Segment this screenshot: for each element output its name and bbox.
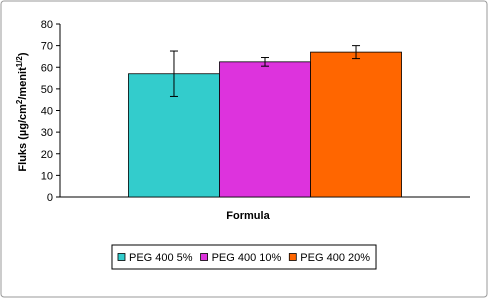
y-axis-title-part: /menit [17,67,29,100]
y-tick-label: 0 [47,192,53,204]
y-tick-label: 70 [41,41,53,53]
error-bar [169,50,178,97]
bar [128,73,220,198]
legend-label: PEG 400 10% [212,252,282,264]
y-tick-label: 60 [41,62,53,74]
legend-swatch [117,253,126,261]
y-tick-label: 50 [41,84,53,96]
y-axis-title-part: 1/2 [15,56,24,68]
y-axis-title: Fluks (µg/cm2/menit1/2) [15,52,30,171]
legend-label: PEG 400 5% [129,252,193,264]
error-bar [352,45,361,60]
y-axis-title-part: Fluks (µg/cm [17,104,29,172]
error-bar [261,57,269,67]
y-axis-title-part: 2 [15,99,24,104]
bar [310,51,402,198]
y-tick-label: 10 [41,170,53,182]
y-tick-label: 20 [41,149,53,161]
y-tick-label: 40 [41,106,53,118]
legend-box [111,244,377,270]
legend-swatch [200,253,208,261]
x-axis-title: Formula [226,210,270,222]
legend-swatch [288,253,297,261]
bar [219,61,311,198]
y-tick-label: 30 [41,127,53,139]
y-axis-title-part: ) [17,52,29,56]
y-tick-label: 80 [41,19,53,31]
legend-label: PEG 400 20% [300,252,370,264]
